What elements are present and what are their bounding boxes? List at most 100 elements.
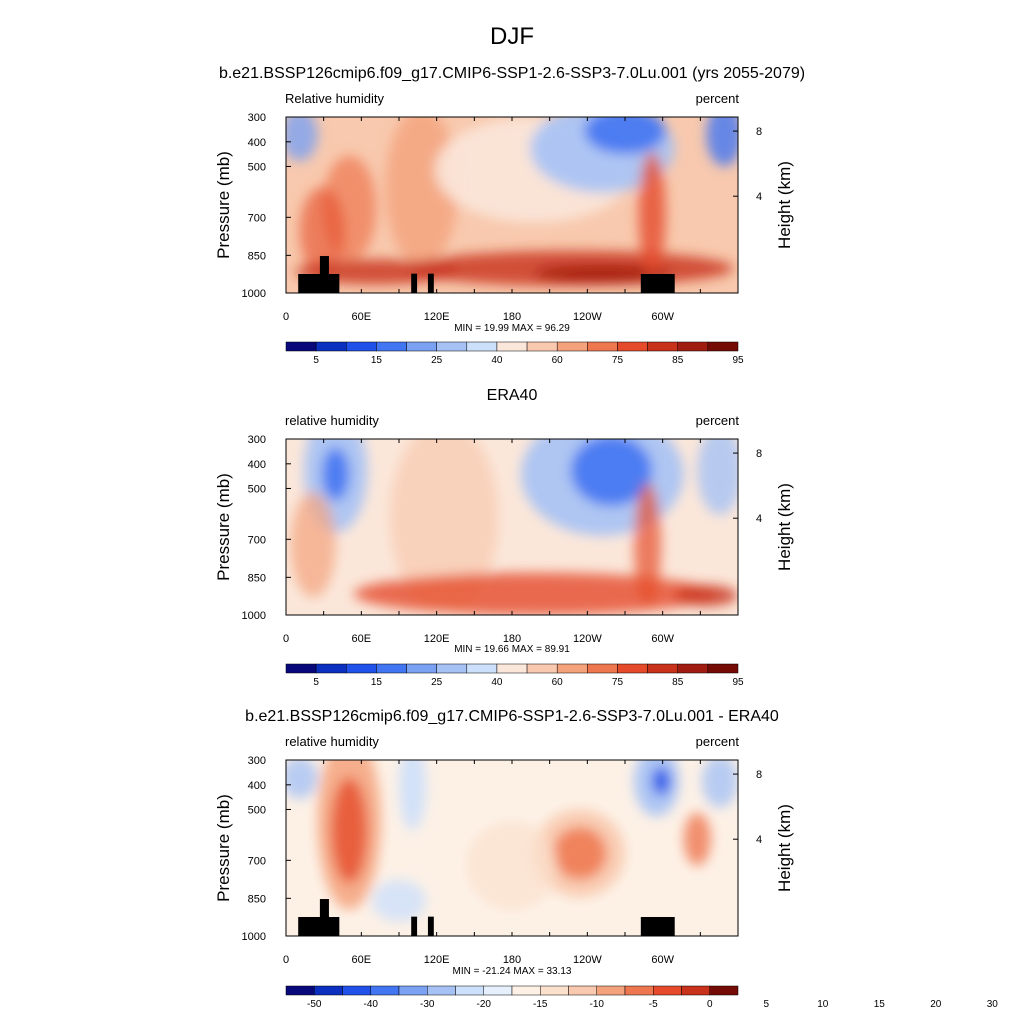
colorbar-box (427, 985, 456, 996)
colorbar-box (511, 985, 541, 996)
panel-left-label: relative humidity (285, 734, 379, 749)
xtick-label: 0 (283, 311, 289, 323)
terrain-block-3 (411, 916, 418, 936)
colorbar-box (370, 985, 400, 996)
data-field (286, 439, 738, 615)
terrain-block-4 (427, 916, 434, 936)
colorbar-label: 10 (817, 999, 829, 1010)
colorbar-label: 40 (491, 677, 503, 688)
ytick-label: 850 (248, 572, 266, 584)
colorbar-label: 30 (987, 999, 999, 1010)
terrain-block-2 (319, 256, 329, 293)
ytick-label: 850 (248, 250, 266, 262)
panel-left-label: Relative humidity (285, 91, 384, 106)
field-region-7 (286, 117, 318, 161)
colorbar-label: -20 (477, 999, 492, 1010)
colorbar-box (314, 985, 343, 996)
terrain-block-3 (411, 273, 418, 293)
colorbar-label: 15 (371, 355, 383, 366)
colorbar-label: 75 (612, 677, 624, 688)
colorbar-box (436, 341, 468, 352)
colorbar-label: 40 (491, 355, 503, 366)
ytick-label: 300 (248, 112, 266, 124)
colorbar-box (346, 341, 377, 352)
field-region-10 (399, 760, 427, 831)
ytick-label: 1000 (242, 288, 266, 300)
colorbar-box (707, 663, 739, 674)
field-region-7 (652, 767, 671, 796)
colorbar-box (376, 663, 407, 674)
xtick-label: 60W (651, 311, 674, 323)
colorbar-box (376, 341, 407, 352)
data-field (286, 117, 738, 293)
panel-title: b.e21.BSSP126cmip6.f09_g17.CMIP6-SSP1-2.… (219, 65, 805, 82)
y-axis-title: Pressure (mb) (214, 794, 233, 902)
xtick-label: 120E (424, 633, 450, 645)
panel-3: b.e21.BSSP126cmip6.f09_g17.CMIP6-SSP1-2.… (214, 708, 999, 1010)
terrain-block-5 (640, 273, 675, 293)
xtick-label: 120E (424, 311, 450, 323)
height-tick-label: 8 (756, 769, 762, 781)
colorbar-box (285, 985, 315, 996)
height-tick-label: 4 (756, 191, 762, 203)
colorbar-box (285, 341, 317, 352)
field-region-12 (638, 152, 666, 276)
colorbar-label: 15 (371, 677, 383, 688)
colorbar-label: 20 (930, 999, 942, 1010)
field-region-2 (322, 447, 350, 501)
ytick-label: 700 (248, 534, 266, 546)
xtick-label: 180 (503, 311, 521, 323)
colorbar-box (647, 663, 678, 674)
ytick-label: 300 (248, 434, 266, 446)
colorbar-box (526, 341, 558, 352)
ytick-label: 500 (248, 483, 266, 495)
colorbar: -50-40-30-20-15-10-505101520304050 (285, 985, 999, 1010)
y-axis-title-right: Height (km) (775, 161, 794, 249)
colorbar-box (653, 985, 682, 996)
colorbar-label: -50 (307, 999, 322, 1010)
xtick-label: 180 (503, 633, 521, 645)
colorbar-box (709, 985, 739, 996)
colorbar-label: 25 (431, 677, 443, 688)
ytick-label: 400 (248, 137, 266, 149)
ytick-label: 500 (248, 804, 266, 816)
colorbar-box (526, 663, 558, 674)
terrain-block-5 (640, 916, 675, 936)
field-region-6 (584, 117, 666, 154)
colorbar-box (455, 985, 484, 996)
ytick-label: 500 (248, 161, 266, 173)
field-region-8 (290, 491, 336, 598)
ytick-label: 700 (248, 855, 266, 867)
colorbar-label: 95 (732, 677, 744, 688)
colorbar-label: 85 (672, 355, 684, 366)
colorbar-box (540, 985, 569, 996)
ytick-label: 850 (248, 893, 266, 905)
colorbar-box (315, 663, 347, 674)
min-max-label: MIN = 19.66 MAX = 89.91 (454, 644, 570, 655)
colorbar-box (617, 341, 648, 352)
height-tick-label: 4 (756, 834, 762, 846)
colorbar-box (466, 663, 498, 674)
colorbar-box (617, 663, 648, 674)
colorbar-label: 60 (552, 677, 564, 688)
colorbar: 5 15 25 40 60 75 85 95 (285, 341, 744, 366)
panel-right-label: percent (696, 413, 740, 428)
colorbar-box (587, 663, 618, 674)
xtick-label: 120E (424, 954, 450, 966)
min-max-label: MIN = -21.24 MAX = 33.13 (453, 966, 572, 977)
panel-title: ERA40 (487, 387, 538, 404)
xtick-label: 60E (352, 954, 372, 966)
colorbar-label: 5 (313, 677, 319, 688)
xtick-label: 60W (651, 954, 674, 966)
xtick-label: 120W (573, 954, 602, 966)
panel-1: b.e21.BSSP126cmip6.f09_g17.CMIP6-SSP1-2.… (214, 65, 805, 366)
y-axis-title: Pressure (mb) (214, 473, 233, 581)
colorbar-box (556, 341, 588, 352)
panel-title: b.e21.BSSP126cmip6.f09_g17.CMIP6-SSP1-2.… (245, 708, 779, 725)
field-region-8 (701, 760, 738, 808)
field-region-2 (299, 187, 345, 276)
ytick-label: 700 (248, 212, 266, 224)
ytick-label: 1000 (242, 610, 266, 622)
colorbar-label: 95 (732, 355, 744, 366)
height-tick-label: 4 (756, 513, 762, 525)
